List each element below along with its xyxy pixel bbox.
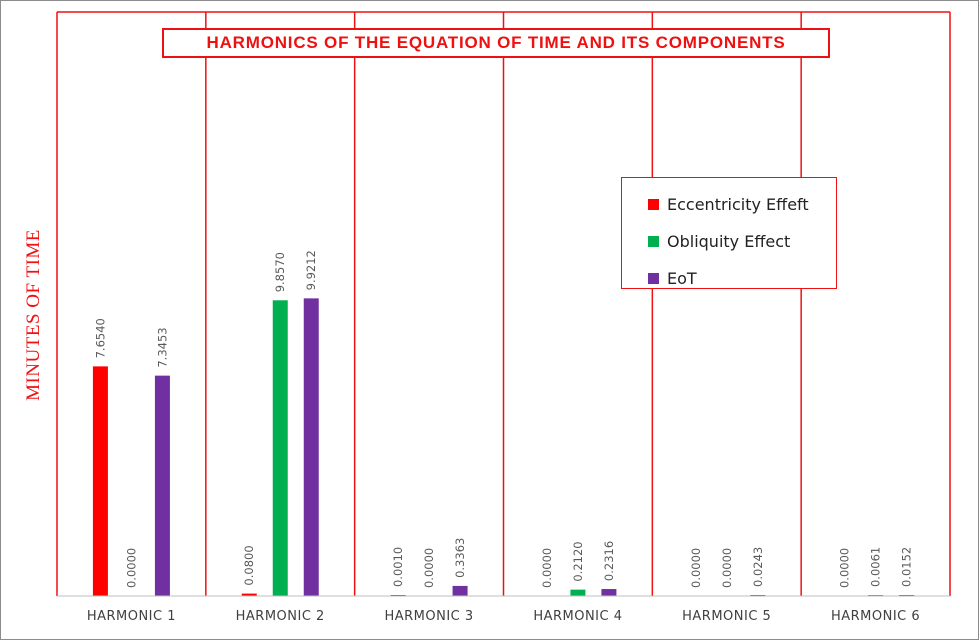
bar xyxy=(601,589,617,596)
x-tick-label: HARMONIC 2 xyxy=(236,609,325,624)
x-tick-label: HARMONIC 5 xyxy=(682,609,771,624)
bar-value-label: 0.2120 xyxy=(571,541,585,581)
x-tick-labels: HARMONIC 1 HARMONIC 2 HARMONIC 3 HARMONIC 4… xyxy=(87,609,920,624)
bar xyxy=(303,298,319,596)
bar-value-label: 0.3363 xyxy=(453,538,467,578)
bar-value-label: 0.0000 xyxy=(838,548,852,588)
x-tick-label: HARMONIC 6 xyxy=(831,609,920,624)
bar-value-label: 9.9212 xyxy=(304,250,318,290)
value-labels-layer: 7.6540 0.0000 7.3453 0.0800 9.8570 9.9212 0.00… xyxy=(93,250,913,588)
bar xyxy=(154,375,170,596)
bar xyxy=(570,589,586,596)
bar-value-label: 0.0000 xyxy=(540,548,554,588)
bar xyxy=(452,585,468,596)
legend-swatch-obliquity xyxy=(648,236,659,247)
legend-swatch-eccentricity xyxy=(648,199,659,210)
bar-value-label: 0.0152 xyxy=(900,547,914,587)
legend-item-eccentricity: Eccentricity Effeft xyxy=(648,186,836,223)
chart-title: HARMONICS OF THE EQUATION OF TIME AND IT… xyxy=(162,28,830,58)
legend-label-eot: EoT xyxy=(667,269,697,288)
bars-layer xyxy=(92,298,915,596)
legend-item-eot: EoT xyxy=(648,260,836,297)
legend-swatch-eot xyxy=(648,273,659,284)
bar-value-label: 0.0000 xyxy=(689,548,703,588)
bar-value-label: 0.0061 xyxy=(869,547,883,587)
bar xyxy=(92,366,108,596)
bar-value-label: 0.0010 xyxy=(391,547,405,587)
bar-value-label: 0.0000 xyxy=(124,548,138,588)
legend-item-obliquity: Obliquity Effect xyxy=(648,223,836,260)
bar xyxy=(272,300,288,596)
bar-value-label: 0.0243 xyxy=(751,547,765,587)
legend-label-eccentricity: Eccentricity Effeft xyxy=(667,195,809,214)
bar-value-label: 0.0000 xyxy=(720,548,734,588)
bar-value-label: 0.0000 xyxy=(422,548,436,588)
x-tick-label: HARMONIC 4 xyxy=(533,609,622,624)
bar-value-label: 0.2316 xyxy=(602,541,616,581)
y-axis-label: MINUTES OF TIME xyxy=(23,229,44,401)
bar-value-label: 9.8570 xyxy=(273,252,287,292)
legend: Eccentricity Effeft Obliquity Effect EoT xyxy=(621,177,837,289)
bar xyxy=(241,593,257,596)
bar-value-label: 0.0800 xyxy=(242,545,256,585)
x-tick-label: HARMONIC 3 xyxy=(384,609,473,624)
category-dividers xyxy=(56,11,951,596)
x-tick-label: HARMONIC 1 xyxy=(87,609,176,624)
bar-value-label: 7.6540 xyxy=(93,318,107,358)
legend-label-obliquity: Obliquity Effect xyxy=(667,232,791,251)
bar-value-label: 7.3453 xyxy=(155,327,169,367)
